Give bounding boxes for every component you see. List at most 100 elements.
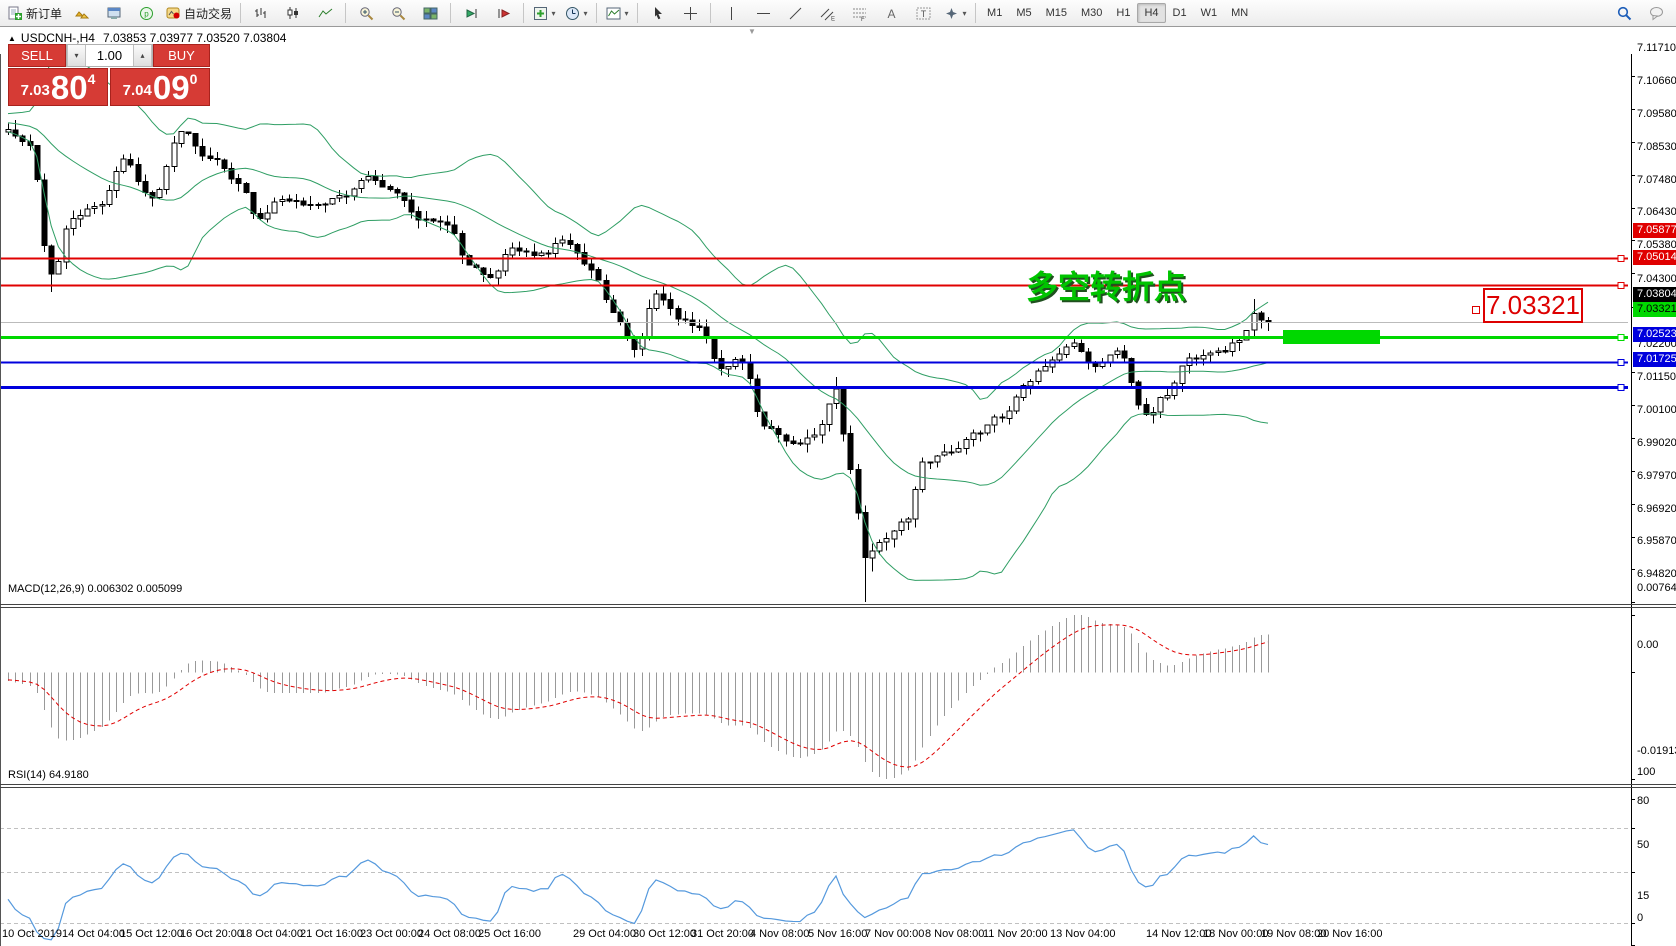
timeframe-m1-button[interactable]: M1 xyxy=(987,7,1003,19)
timeframe-h1-button[interactable]: H1 xyxy=(1116,7,1131,19)
auto-scroll-button[interactable] xyxy=(455,1,487,25)
editor-button[interactable] xyxy=(98,1,130,25)
text-button[interactable]: A xyxy=(875,1,907,25)
zoom-out-icon xyxy=(391,6,406,21)
time-tick-label: 21 Oct 16:00 xyxy=(300,928,363,940)
svg-text:F: F xyxy=(861,17,865,21)
sell-button[interactable]: SELL xyxy=(8,44,66,67)
time-tick-label: 14 Nov 12:00 xyxy=(1146,928,1212,940)
dropdown-arrow-icon[interactable]: ▾ xyxy=(551,8,556,18)
dropdown-arrow-icon[interactable]: ▾ xyxy=(624,8,629,18)
channel-icon: E xyxy=(820,6,835,21)
collapse-panel-icon[interactable]: ▲ xyxy=(8,34,16,43)
buy-button[interactable]: BUY xyxy=(153,44,210,67)
hline-button[interactable] xyxy=(747,1,779,25)
dropdown-arrow-icon[interactable]: ▾ xyxy=(583,8,588,18)
crosshair-button[interactable] xyxy=(674,1,706,25)
macd-axis-max-label: 0.007643 xyxy=(1637,582,1676,594)
volume-increase-button[interactable]: ▴ xyxy=(133,45,152,66)
sell-price-small: 7.03 xyxy=(20,82,50,99)
volume-decrease-button[interactable]: ▾ xyxy=(67,45,86,66)
price-chart-canvas[interactable] xyxy=(0,27,1676,946)
sell-price-button[interactable]: 7.03 80 4 xyxy=(8,68,108,106)
time-tick-label: 13 Nov 04:00 xyxy=(1050,928,1116,940)
price-tick-label: 7.05380 xyxy=(1637,239,1676,251)
price-tick-label: 7.08530 xyxy=(1637,141,1676,153)
cursor-button[interactable] xyxy=(642,1,674,25)
cursor-icon xyxy=(651,6,666,21)
time-tick-label: 30 Oct 12:00 xyxy=(633,928,696,940)
timeframe-mn-button[interactable]: MN xyxy=(1231,7,1249,19)
signal-button[interactable]: p xyxy=(130,1,162,25)
svg-text:E: E xyxy=(831,16,835,21)
autotrading-button[interactable]: 自动交易 xyxy=(162,1,236,25)
buy-price-small: 7.04 xyxy=(122,82,152,99)
dropdown-arrow-icon[interactable]: ▾ xyxy=(962,8,967,18)
vline-button[interactable] xyxy=(715,1,747,25)
rsi-level-label: 15 xyxy=(1637,890,1650,902)
volume-spinner: ▾ ▴ xyxy=(66,44,153,67)
svg-text:A: A xyxy=(887,7,895,21)
price-tick-label: 7.00100 xyxy=(1637,404,1676,416)
crosshair-icon xyxy=(683,6,698,21)
time-tick-label: 7 Nov 00:00 xyxy=(865,928,925,940)
rsi-level-label: 50 xyxy=(1637,839,1650,851)
sell-price-pip: 4 xyxy=(87,71,96,87)
time-tick-label: 10 Oct 2019 xyxy=(2,928,62,940)
time-tick-label: 23 Oct 00:00 xyxy=(360,928,423,940)
trendline-button[interactable] xyxy=(779,1,811,25)
price-tick-label: 7.10660 xyxy=(1637,75,1676,87)
timeframe-d1-button[interactable]: D1 xyxy=(1172,7,1187,19)
fibonacci-button[interactable]: F xyxy=(843,1,875,25)
shapes-button[interactable]: ▾ xyxy=(939,1,971,25)
svg-text:T: T xyxy=(920,9,926,19)
autotrading-button-label: 自动交易 xyxy=(184,6,233,21)
clock-icon xyxy=(565,6,580,21)
chart-candles-button[interactable] xyxy=(277,1,309,25)
timeframe-w1-button[interactable]: W1 xyxy=(1200,7,1218,19)
main-toolbar: 新订单 p 自动交易 ▾ ▾ ▾ E F A T ▾ M1 M5 M15 M30 H1 H4 D1 W1 MN xyxy=(0,0,1676,27)
buy-price-button[interactable]: 7.04 09 0 xyxy=(110,68,210,106)
search-button[interactable] xyxy=(1608,1,1640,25)
volume-input[interactable] xyxy=(86,45,133,66)
templates-button[interactable]: ▾ xyxy=(601,1,633,25)
timeframe-m30-button[interactable]: M30 xyxy=(1081,7,1103,19)
time-tick-label: 18 Nov 00:00 xyxy=(1203,928,1269,940)
tile-windows-button[interactable] xyxy=(414,1,446,25)
time-tick-label: 19 Nov 08:00 xyxy=(1261,928,1327,940)
gold-button[interactable] xyxy=(66,1,98,25)
zoom-out-button[interactable] xyxy=(382,1,414,25)
chat-button[interactable] xyxy=(1640,1,1672,25)
new-order-button[interactable]: 新订单 xyxy=(4,1,66,25)
toolbar-separator xyxy=(523,3,525,23)
chart-bars-button[interactable] xyxy=(245,1,277,25)
price-callout-box[interactable]: 7.03321 xyxy=(1483,288,1583,323)
label-button[interactable]: T xyxy=(907,1,939,25)
support-line-2-label: 7.01725 xyxy=(1633,352,1676,367)
rsi-indicator-label: RSI(14) 64.9180 xyxy=(8,769,89,781)
buy-price-pip: 0 xyxy=(189,71,198,87)
toolbar-separator xyxy=(975,3,977,23)
timeframe-m15-button[interactable]: M15 xyxy=(1045,7,1067,19)
hline-icon xyxy=(756,6,771,21)
indicators-button[interactable]: ▾ xyxy=(528,1,560,25)
time-tick-label: 24 Oct 08:00 xyxy=(418,928,481,940)
chart-shift-button[interactable] xyxy=(487,1,519,25)
timeframe-h4-button[interactable]: H4 xyxy=(1137,3,1166,23)
zoom-in-icon xyxy=(359,6,374,21)
editor-icon xyxy=(107,6,122,21)
chart-text-annotation[interactable]: 多空转折点 xyxy=(1026,269,1187,305)
periods-button[interactable]: ▾ xyxy=(560,1,592,25)
indicators-icon xyxy=(533,6,548,21)
chart-title: ▲ USDCNH-,H4 7.03853 7.03977 7.03520 7.038… xyxy=(8,31,286,45)
zoom-in-button[interactable] xyxy=(350,1,382,25)
chart-line-icon xyxy=(318,6,333,21)
new-order-icon xyxy=(8,6,23,21)
chart-window[interactable] xyxy=(0,27,1676,946)
callout-anchor-handle[interactable] xyxy=(1472,306,1480,314)
chart-line-button[interactable] xyxy=(309,1,341,25)
channel-button[interactable]: E xyxy=(811,1,843,25)
new-order-button-label: 新订单 xyxy=(26,6,63,21)
timeframe-m5-button[interactable]: M5 xyxy=(1016,7,1032,19)
window-splitter-icon[interactable]: ▼ xyxy=(748,27,756,36)
